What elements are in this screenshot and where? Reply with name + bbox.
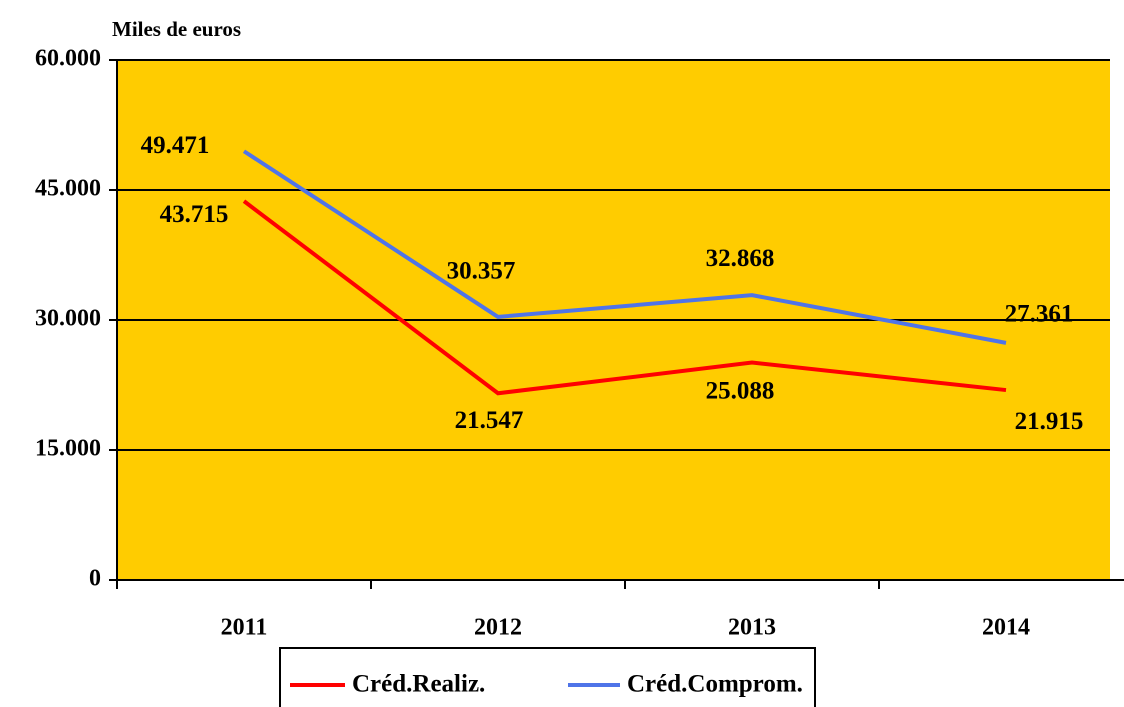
series-line bbox=[242, 199, 1007, 396]
y-tick-label: 0 bbox=[89, 566, 101, 592]
y-tick-label: 15.000 bbox=[35, 436, 101, 462]
data-label: 21.547 bbox=[455, 407, 524, 434]
series-line bbox=[242, 149, 1007, 345]
data-label: 43.715 bbox=[160, 201, 229, 228]
y-axis-label: Miles de euros bbox=[112, 17, 241, 41]
data-label: 27.361 bbox=[1005, 301, 1074, 328]
legend-label: Créd.Realiz. bbox=[352, 671, 485, 698]
data-label: 32.868 bbox=[706, 245, 775, 272]
data-label: 25.088 bbox=[706, 377, 775, 404]
x-tick-label: 2012 bbox=[474, 615, 522, 641]
legend-label: Créd.Comprom. bbox=[627, 671, 803, 698]
data-label: 49.471 bbox=[141, 132, 210, 159]
data-label: 21.915 bbox=[1015, 408, 1084, 435]
x-tick-label: 2011 bbox=[221, 615, 268, 641]
y-tick-label: 30.000 bbox=[35, 306, 101, 332]
y-tick-label: 45.000 bbox=[35, 176, 101, 202]
legend-box bbox=[279, 647, 816, 707]
x-tick-label: 2014 bbox=[982, 615, 1030, 641]
x-tick-label: 2013 bbox=[728, 615, 776, 641]
y-tick-label: 60.000 bbox=[35, 46, 101, 72]
data-label: 30.357 bbox=[447, 258, 516, 285]
